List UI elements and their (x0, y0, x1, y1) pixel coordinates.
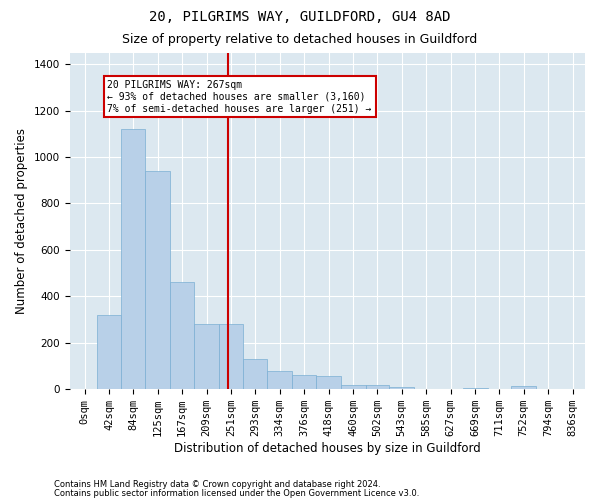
Bar (145, 171, 170, 389)
Text: Contains HM Land Registry data © Crown copyright and database right 2024.: Contains HM Land Registry data © Crown c… (54, 480, 380, 489)
Bar (463, 388, 488, 389)
Text: Size of property relative to detached houses in Guildford: Size of property relative to detached ho… (122, 32, 478, 46)
Bar (316, 376, 341, 389)
Bar (194, 324, 219, 389)
Text: 20, PILGRIMS WAY, GUILDFORD, GU4 8AD: 20, PILGRIMS WAY, GUILDFORD, GU4 8AD (149, 10, 451, 24)
Bar (389, 388, 414, 389)
X-axis label: Distribution of detached houses by size in Guildford: Distribution of detached houses by size … (174, 442, 481, 455)
Bar (341, 384, 365, 389)
Bar (268, 370, 292, 389)
Bar (97, 315, 121, 389)
Y-axis label: Number of detached properties: Number of detached properties (15, 128, 28, 314)
Bar (219, 324, 244, 389)
Text: 20 PILGRIMS WAY: 267sqm
← 93% of detached houses are smaller (3,160)
7% of semi-: 20 PILGRIMS WAY: 267sqm ← 93% of detache… (107, 80, 372, 114)
Bar (244, 359, 268, 389)
Bar (292, 376, 316, 389)
Bar (121, 129, 145, 389)
Bar (511, 386, 536, 389)
Bar (365, 384, 389, 389)
Bar (170, 282, 194, 389)
Text: Contains public sector information licensed under the Open Government Licence v3: Contains public sector information licen… (54, 488, 419, 498)
